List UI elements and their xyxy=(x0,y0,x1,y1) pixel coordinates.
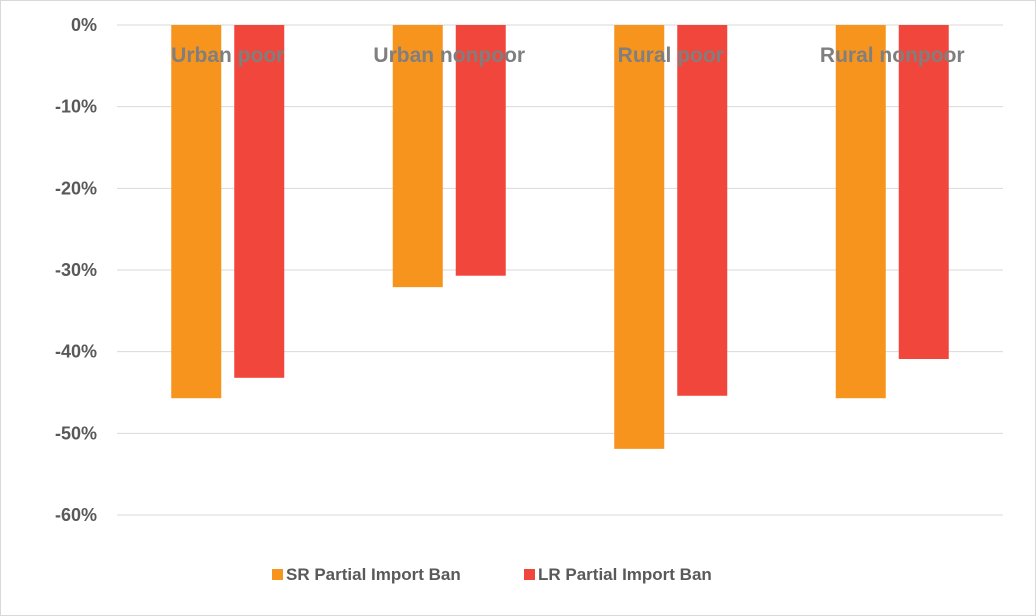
bars xyxy=(171,25,949,449)
y-tick-label: -40% xyxy=(55,342,97,362)
bar-lr xyxy=(898,25,949,360)
y-tick-label: -30% xyxy=(55,260,97,280)
y-tick-label: -60% xyxy=(55,505,97,525)
legend-label: SR Partial Import Ban xyxy=(286,565,461,584)
y-tick-label: 0% xyxy=(71,15,97,35)
bar-sr xyxy=(392,25,443,288)
legend-swatch xyxy=(272,569,283,580)
legend: SR Partial Import Ban LR Partial Import B… xyxy=(272,565,712,584)
y-tick-label: -50% xyxy=(55,423,97,443)
bar-sr xyxy=(614,25,665,449)
bar-lr xyxy=(677,25,728,396)
legend-swatch xyxy=(524,569,535,580)
category-labels: Urban poor Urban nonpoor Rural poor Rural n… xyxy=(171,44,964,67)
bar-lr xyxy=(455,25,506,276)
category-label: Urban nonpoor xyxy=(373,44,525,67)
category-label: Urban poor xyxy=(171,44,284,67)
bar-lr xyxy=(234,25,285,378)
y-tick-label: -20% xyxy=(55,178,97,198)
category-label: Rural nonpoor xyxy=(820,44,965,67)
legend-label: LR Partial Import Ban xyxy=(538,565,712,584)
y-axis-ticks: 0% -10% -20% -30% -40% -50% -60% xyxy=(55,15,97,525)
category-label: Rural poor xyxy=(618,44,724,67)
y-tick-label: -10% xyxy=(55,97,97,117)
bar-sr xyxy=(171,25,222,399)
bar-sr xyxy=(835,25,886,399)
